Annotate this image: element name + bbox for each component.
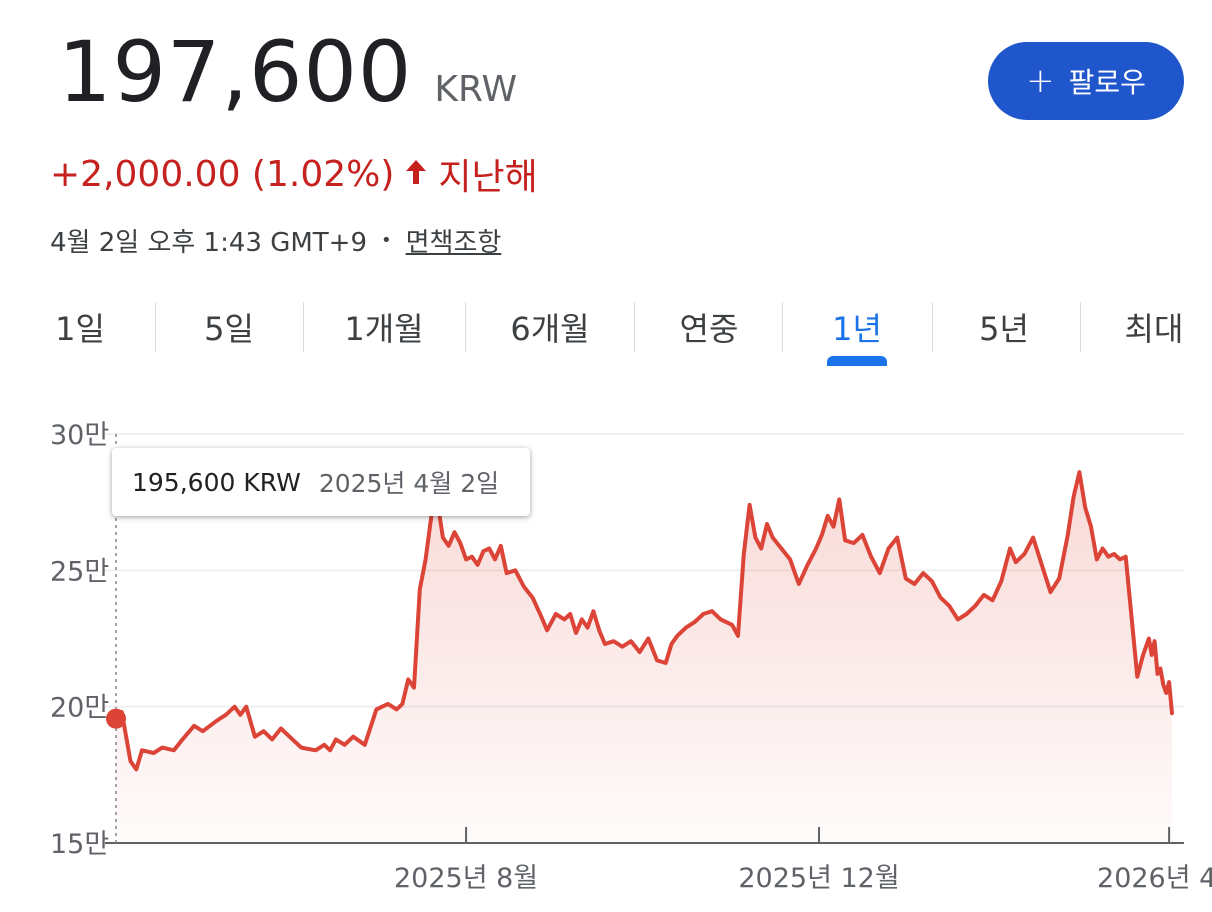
y-tick-label: 15만	[50, 829, 109, 860]
tab-divider	[155, 302, 156, 352]
tab-label: 연중	[679, 310, 739, 348]
tab-label: 1일	[55, 310, 105, 348]
change-period: 지난해	[438, 157, 538, 198]
price-change: +2,000.00 (1.02%) 지난해	[50, 148, 538, 200]
tab-divider	[782, 302, 783, 352]
tab-1y[interactable]: 1년	[822, 300, 892, 354]
chart-tooltip: 195,600 KRW 2025년 4월 2일	[112, 448, 530, 516]
hover-point	[106, 708, 126, 729]
quote-header: 197,600 KRW	[58, 30, 517, 114]
tab-divider	[465, 302, 466, 352]
tab-5y[interactable]: 5년	[968, 300, 1040, 354]
quote-meta: 4월 2일 오후 1:43 GMT+9 • 면책조항	[50, 222, 501, 259]
tab-divider	[1080, 302, 1081, 352]
range-tabs: 1일 5일 1개월 6개월 연중 1년 5년 최대	[0, 300, 1212, 370]
tooltip-price: 195,600 KRW	[132, 467, 301, 497]
tab-label: 5년	[979, 310, 1029, 348]
tab-divider	[303, 302, 304, 352]
x-tick-label: 2025년 8월	[394, 863, 538, 894]
active-tab-indicator	[827, 356, 887, 366]
x-tick-label: 2026년 4월	[1097, 863, 1212, 894]
tab-1m[interactable]: 1개월	[336, 300, 432, 354]
x-tick-label: 2025년 12월	[738, 863, 899, 894]
follow-button[interactable]: + 팔로우	[988, 42, 1184, 120]
price-area-fill	[116, 472, 1172, 843]
plus-icon: +	[1026, 61, 1055, 101]
change-value: +2,000.00 (1.02%)	[50, 153, 395, 195]
tab-divider	[634, 302, 635, 352]
tab-divider	[932, 302, 933, 352]
tab-label: 1년	[832, 310, 882, 348]
tab-5d[interactable]: 5일	[190, 300, 268, 354]
tab-label: 최대	[1124, 310, 1184, 348]
price-line	[114, 470, 1174, 772]
currency-code: KRW	[434, 69, 518, 110]
tab-label: 5일	[204, 310, 254, 348]
y-tick-label: 30만	[50, 420, 109, 451]
tooltip-date: 2025년 4월 2일	[318, 469, 500, 498]
tab-6m[interactable]: 6개월	[500, 300, 600, 354]
current-price: 197,600	[58, 23, 413, 121]
arrow-up-icon	[404, 154, 428, 195]
tab-1d[interactable]: 1일	[44, 300, 116, 354]
quote-timestamp: 4월 2일 오후 1:43 GMT+9	[50, 228, 367, 258]
tab-label: 1개월	[344, 310, 424, 348]
tab-label: 6개월	[510, 310, 590, 348]
y-tick-label: 25만	[50, 556, 109, 587]
disclaimer-link[interactable]: 면책조항	[405, 228, 502, 258]
follow-button-label: 팔로우	[1068, 66, 1146, 99]
separator-dot: •	[381, 230, 392, 251]
y-tick-label: 20만	[50, 693, 109, 724]
tab-max[interactable]: 최대	[1116, 300, 1192, 354]
tab-ytd[interactable]: 연중	[670, 300, 748, 354]
